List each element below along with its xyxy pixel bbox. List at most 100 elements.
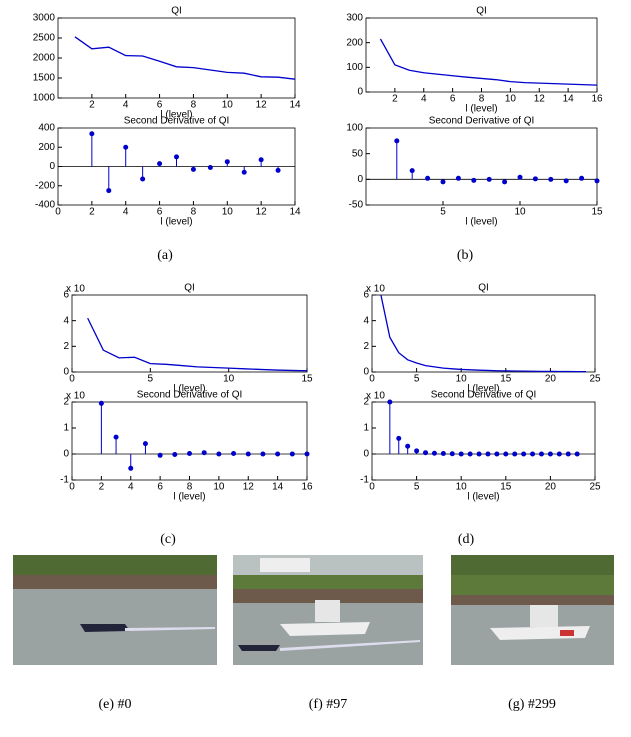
x-tick-label: 2 <box>89 100 95 111</box>
x-tick-label: 5 <box>440 207 446 218</box>
stem-marker <box>201 450 207 456</box>
subplot: 0 100 200 300 2 4 6 8 10 12 14 16 QI l (level) <box>346 6 603 115</box>
data-line <box>380 294 587 373</box>
subplot: 1000 1500 2000 2500 3000 2 4 6 8 10 12 14 QI l (level… <box>33 6 301 121</box>
stem-marker <box>594 178 600 184</box>
x-tick-label: 15 <box>591 207 603 218</box>
y-tick-label: 6 <box>363 290 369 301</box>
plot-frame <box>365 127 598 206</box>
stem-marker <box>486 176 492 182</box>
stem-marker <box>106 188 112 194</box>
x-tick-label: 0 <box>69 482 75 493</box>
y-tick-label: 2 <box>63 341 69 352</box>
x-tick-label: 5 <box>414 482 420 493</box>
stem-marker <box>207 164 213 170</box>
stem-marker <box>245 451 251 457</box>
subplot: -50 0 50 100 5 10 15 Second Derivative of QI l (… <box>346 116 603 228</box>
stem-marker <box>140 176 146 182</box>
x-tick-label: 10 <box>222 100 234 111</box>
caption: (e) #0 <box>98 697 131 712</box>
stem-marker <box>530 451 536 457</box>
y-tick-label: 2000 <box>33 53 56 64</box>
subplot: 0 2 4 6 0 5 10 15 QI l (level) x 10 <box>63 283 313 395</box>
x-axis-label: l (level) <box>160 217 192 228</box>
plot-frame <box>71 401 308 481</box>
stem-marker <box>289 451 295 457</box>
y-tick-label: -1 <box>360 475 369 486</box>
y-tick-label: 6 <box>63 290 69 301</box>
stem-marker <box>548 176 554 182</box>
stem-marker <box>440 179 446 185</box>
y-tick-label: 1000 <box>33 93 56 104</box>
plot-frame <box>371 401 596 481</box>
x-tick-label: 10 <box>456 374 468 385</box>
x-tick-label: 20 <box>545 482 557 493</box>
photo-g <box>451 555 614 665</box>
x-axis-label: l (level) <box>465 104 497 115</box>
stem-marker <box>476 451 482 457</box>
photo-f <box>233 555 423 665</box>
caption: (a) <box>157 248 173 263</box>
stem-marker <box>157 161 163 167</box>
stem-marker <box>187 450 192 456</box>
x-tick-label: 10 <box>222 207 234 218</box>
data-line <box>379 38 598 86</box>
caption: (f) #97 <box>309 697 348 712</box>
subplot: 0 2 4 6 0 5 10 15 20 25 QI l (level) x 10 <box>363 283 601 395</box>
x-tick-label: 12 <box>256 207 268 218</box>
x-tick-label: 20 <box>545 374 557 385</box>
y-tick-label: -50 <box>349 200 364 211</box>
y-tick-label: 0 <box>357 87 363 98</box>
x-tick-label: 6 <box>157 482 163 493</box>
x-tick-label: 8 <box>191 207 197 218</box>
x-axis-label: l (level) <box>465 217 497 228</box>
y-tick-label: 0 <box>357 174 363 185</box>
stem-marker <box>449 451 455 457</box>
y-tick-label: 2 <box>363 397 369 408</box>
y-tick-label: -400 <box>35 200 55 211</box>
stem-marker <box>485 451 491 457</box>
y-tick-label: 2 <box>363 341 369 352</box>
stem-marker <box>440 450 446 456</box>
stem-marker <box>547 451 553 457</box>
stem-marker <box>396 435 402 441</box>
subplot: -400 -200 0 200 400 0 2 4 6 8 10 12 14 Second Derivat… <box>35 116 301 228</box>
caption: (d) <box>458 532 475 547</box>
x-tick-label: 8 <box>187 482 193 493</box>
x-tick-label: 4 <box>421 94 427 105</box>
y-tick-label: 0 <box>363 449 369 460</box>
y-tick-label: 0 <box>363 367 369 378</box>
x-tick-label: 5 <box>148 374 154 385</box>
x-tick-label: 0 <box>55 207 61 218</box>
chart-title: QI <box>171 6 182 17</box>
stem-marker <box>405 443 411 449</box>
x-tick-label: 12 <box>256 100 268 111</box>
y-tick-label: 2 <box>63 397 69 408</box>
stem-marker <box>455 175 461 181</box>
stem-marker <box>409 168 415 174</box>
x-tick-label: 14 <box>272 482 284 493</box>
stem-marker <box>538 451 544 457</box>
stem-marker <box>275 451 281 457</box>
plot-frame <box>365 17 598 93</box>
x-tick-label: 4 <box>123 207 129 218</box>
y-multiplier: x 10 <box>366 391 385 402</box>
stem-marker <box>258 157 264 163</box>
y-tick-label: -1 <box>60 475 69 486</box>
y-tick-label: 100 <box>346 62 363 73</box>
photo-e <box>13 555 217 665</box>
x-axis-label: l (level) <box>173 384 205 395</box>
x-tick-label: 10 <box>505 94 517 105</box>
chart-title: Second Derivative of QI <box>124 116 230 127</box>
x-tick-label: 15 <box>500 482 512 493</box>
x-tick-label: 8 <box>479 94 485 105</box>
plot-frame <box>57 17 296 99</box>
x-tick-label: 14 <box>289 207 301 218</box>
y-tick-label: 50 <box>352 148 364 159</box>
x-tick-label: 10 <box>456 482 468 493</box>
x-axis-label: l (level) <box>160 110 192 121</box>
x-tick-label: 14 <box>289 100 301 111</box>
chart-title: Second Derivative of QI <box>431 390 537 401</box>
